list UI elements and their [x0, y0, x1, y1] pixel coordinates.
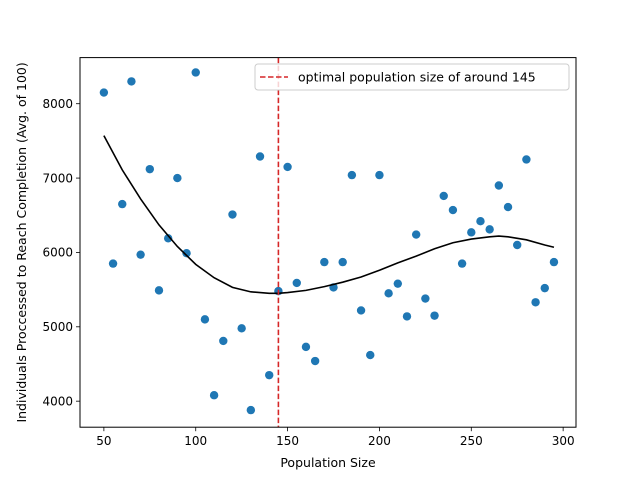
legend-box: [254, 63, 570, 91]
data-point: [182, 248, 191, 258]
data-point: [347, 170, 357, 180]
data-point: [457, 259, 467, 268]
x-axis-label: Population Size: [280, 455, 376, 470]
data-point: [118, 199, 127, 209]
legend-entry-vline: optimal population size of around 145: [298, 70, 536, 85]
data-point: [246, 405, 256, 415]
y-axis: 4000 5000 6000 7000 8000: [42, 97, 80, 408]
data-point: [439, 191, 448, 201]
data-point: [255, 152, 265, 161]
data-point: [163, 234, 173, 243]
data-point: [411, 230, 421, 239]
data-point: [237, 324, 246, 333]
x-tick-label: 200: [368, 434, 391, 448]
data-point: [136, 250, 145, 259]
y-axis-label: Individuals Proccessed to Reach Completi…: [14, 62, 29, 422]
data-point: [531, 298, 540, 307]
data-point: [393, 279, 403, 288]
y-tick-label: 6000: [42, 246, 73, 260]
data-point: [228, 210, 237, 219]
data-point: [283, 162, 292, 172]
data-point: [127, 77, 136, 86]
y-tick-label: 4000: [42, 394, 73, 408]
data-point: [320, 257, 329, 267]
legend: optimal population size of around 145: [254, 63, 570, 91]
data-point: [301, 342, 311, 352]
data-point: [200, 315, 210, 324]
x-tick-label: 250: [460, 434, 483, 448]
y-tick-label: 8000: [42, 97, 73, 111]
data-point: [448, 205, 458, 215]
x-tick-label: 150: [276, 434, 299, 448]
data-point: [513, 240, 522, 250]
data-point: [421, 294, 430, 303]
data-point: [108, 259, 118, 268]
x-tick-label: 300: [552, 434, 575, 448]
data-point: [209, 391, 219, 400]
data-point: [191, 68, 200, 77]
data-point: [173, 173, 182, 183]
data-point: [99, 88, 109, 97]
data-point: [145, 164, 155, 174]
data-point: [503, 202, 513, 212]
data-point: [219, 336, 228, 346]
data-point: [494, 181, 504, 190]
data-point: [522, 155, 531, 164]
data-point: [292, 278, 301, 288]
data-point: [338, 257, 347, 267]
data-point: [476, 217, 485, 226]
data-point: [485, 225, 494, 234]
data-point: [265, 370, 274, 380]
x-tick-label: 50: [96, 434, 111, 448]
data-point: [356, 306, 366, 315]
data-point: [402, 312, 412, 321]
x-axis: 50 100 150 200 250 300: [96, 427, 575, 448]
data-point: [430, 311, 439, 320]
data-point: [549, 257, 559, 267]
data-point: [366, 350, 375, 360]
plot-content: [99, 57, 559, 428]
fit-curve: [103, 135, 555, 295]
plot-frame: [79, 57, 577, 428]
data-point: [375, 170, 384, 180]
data-point: [467, 228, 476, 237]
y-tick-label: 5000: [42, 320, 73, 334]
data-point: [154, 286, 164, 295]
x-tick-label: 100: [184, 434, 207, 448]
data-point: [310, 356, 320, 366]
y-tick-label: 7000: [42, 171, 73, 185]
data-point: [384, 289, 393, 298]
data-point: [540, 283, 549, 293]
